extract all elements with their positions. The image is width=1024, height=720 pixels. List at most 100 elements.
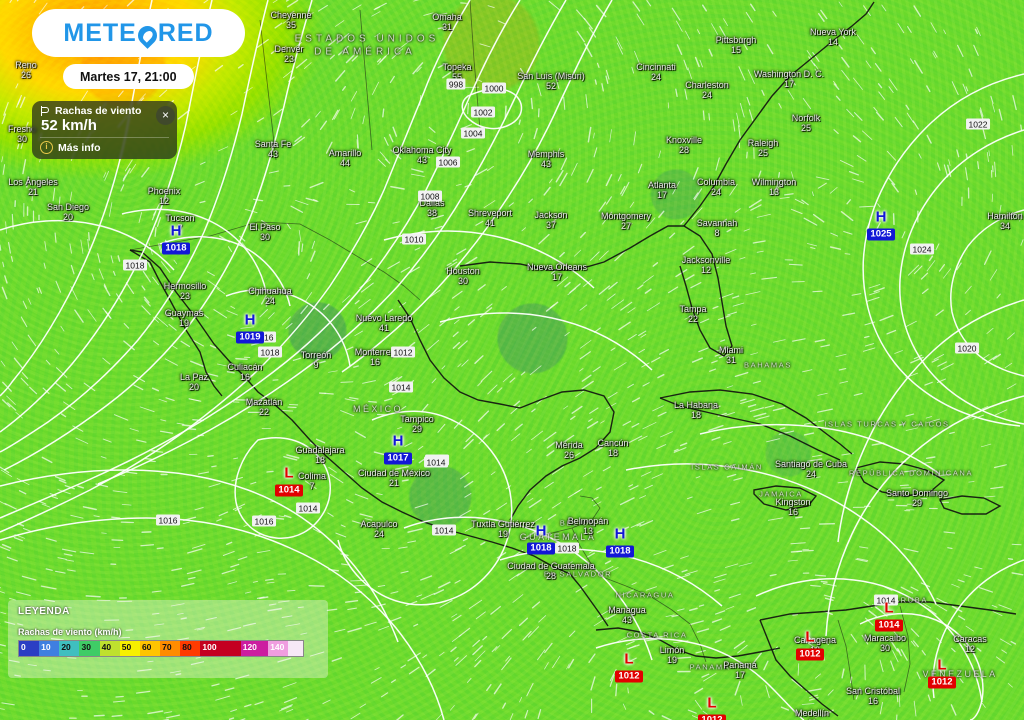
streamline (0, 546, 10, 551)
streamline (964, 285, 972, 294)
streamline (833, 80, 837, 86)
low-pressure-marker: L 1014 (869, 601, 909, 633)
streamline (1, 156, 4, 163)
streamline (772, 10, 777, 17)
isobar-label: 1022 (966, 118, 990, 130)
forecast-date-pill[interactable]: Martes 17, 21:00 (63, 64, 194, 89)
streamline (943, 164, 949, 178)
streamline (188, 398, 201, 402)
streamline (564, 281, 571, 288)
streamline (729, 183, 738, 196)
streamline (684, 313, 696, 320)
streamline (54, 232, 57, 243)
streamline (878, 91, 886, 100)
streamline (995, 656, 1005, 664)
streamline (151, 211, 157, 221)
streamline (609, 668, 617, 681)
isobar-label: 1010 (402, 233, 426, 245)
streamline (913, 265, 923, 275)
streamline (815, 176, 830, 181)
streamline (379, 55, 387, 63)
streamline (196, 628, 205, 631)
streamline (103, 172, 107, 178)
streamline (168, 323, 177, 331)
streamline (913, 354, 923, 360)
streamline (687, 67, 692, 79)
streamline (177, 613, 184, 615)
streamline (864, 343, 875, 347)
streamline (905, 413, 915, 417)
streamline (600, 420, 605, 424)
streamline (425, 668, 436, 678)
streamline (129, 428, 139, 432)
streamline (556, 276, 569, 287)
streamline (965, 415, 975, 420)
streamline (907, 264, 920, 276)
streamline (235, 674, 250, 680)
streamline (273, 108, 283, 116)
streamline (120, 184, 125, 192)
close-icon[interactable]: × (156, 106, 175, 125)
streamline (892, 650, 899, 663)
streamline (259, 596, 269, 600)
streamline (846, 199, 851, 205)
streamline (471, 713, 477, 720)
wind-gust-info-box[interactable]: Rachas de viento 52 km/h i Más info (32, 101, 177, 159)
streamline (208, 483, 221, 488)
streamline (58, 479, 67, 484)
streamline (396, 41, 409, 51)
streamline (453, 319, 460, 325)
streamline (435, 713, 442, 720)
streamline (137, 668, 152, 672)
streamline (254, 701, 264, 706)
streamline (573, 249, 582, 257)
legend-color-segment: 140 (268, 641, 289, 656)
streamline (356, 139, 358, 149)
streamline (607, 392, 618, 399)
streamline (930, 22, 937, 33)
streamline (589, 407, 599, 414)
streamline (19, 96, 26, 109)
streamline (227, 627, 242, 632)
pressure-value: 1012 (698, 714, 726, 720)
streamline (838, 368, 847, 371)
streamline (601, 83, 604, 92)
streamline (687, 709, 697, 714)
more-info-row[interactable]: i Más info (40, 141, 169, 154)
legend-title: LEYENDA (18, 606, 70, 617)
streamline (552, 502, 562, 509)
streamline (6, 395, 16, 405)
streamline (26, 630, 35, 634)
streamline (640, 333, 647, 338)
streamline (526, 448, 532, 454)
streamline (794, 198, 805, 205)
streamline (151, 450, 164, 453)
pressure-value: 1019 (236, 331, 264, 343)
streamline (52, 187, 56, 202)
streamline (645, 217, 656, 229)
streamline (340, 381, 354, 383)
streamline (588, 418, 593, 422)
streamline (628, 657, 637, 663)
streamline (0, 643, 7, 647)
streamline (996, 293, 1001, 299)
pressure-value: 1012 (615, 670, 643, 682)
streamline (746, 151, 748, 159)
legend-tick-label: 50 (121, 642, 132, 652)
streamline (10, 256, 14, 262)
streamline (865, 60, 872, 69)
streamline (575, 390, 585, 398)
streamline (528, 499, 542, 509)
streamline (325, 141, 333, 154)
streamline (111, 714, 123, 718)
streamline (70, 264, 75, 275)
streamline (518, 617, 529, 627)
streamline (16, 478, 30, 486)
streamline (21, 62, 29, 75)
streamline (45, 568, 53, 571)
streamline (160, 261, 171, 273)
streamline (1, 399, 11, 408)
streamline (815, 714, 822, 718)
meteored-logo[interactable]: METE RED (32, 9, 245, 57)
streamline (371, 603, 386, 609)
